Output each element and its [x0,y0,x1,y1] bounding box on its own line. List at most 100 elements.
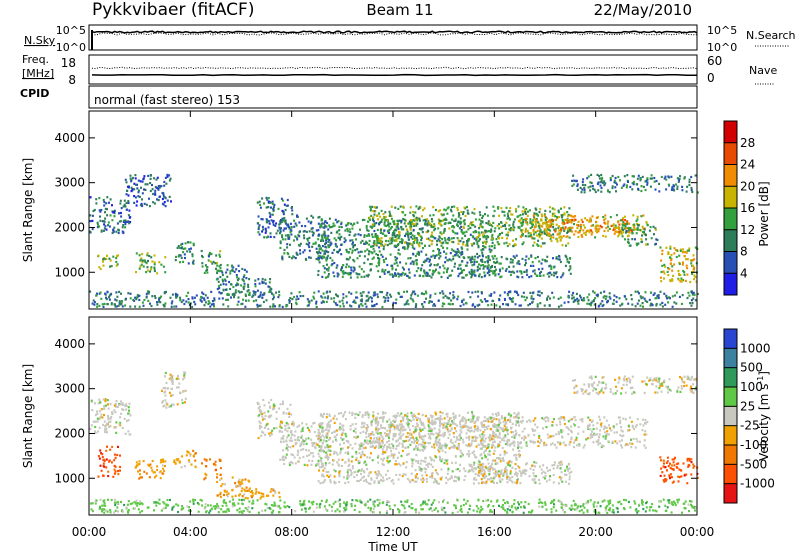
echo-cell [331,463,334,466]
echo-cell [129,297,132,300]
echo-cell [414,293,417,296]
echo-cell [421,231,424,234]
echo-cell [600,186,603,190]
echo-cell [446,268,449,271]
echo-cell [336,272,339,275]
echo-cell [261,418,264,421]
echo-cell [377,270,380,273]
echo-cell [258,414,261,417]
echo-cell [497,411,500,414]
echo-cell [187,459,190,462]
echo-cell [182,299,185,302]
echo-cell [423,207,426,210]
echo-cell [208,253,211,256]
echo-cell [479,213,482,217]
echo-cell [596,182,599,186]
echo-cell [546,298,549,301]
echo-cell [572,300,575,303]
echo-cell [282,400,284,403]
echo-cell [486,267,489,270]
echo-cell [547,228,550,231]
echo-cell [406,299,409,302]
echo-cell [485,222,488,225]
echo-cell [118,220,121,223]
echo-cell [395,223,398,226]
echo-cell [530,295,533,298]
echo-cell [498,237,500,240]
echo-cell [568,269,571,272]
echo-cell [320,223,323,226]
echo-cell [191,297,194,300]
echo-cell [588,230,591,233]
echo-cell [549,264,552,267]
echo-cell [270,488,273,491]
echo-cell [462,225,465,228]
echo-cell [368,216,371,219]
echo-cell [481,255,484,258]
echo-cell [495,257,498,260]
echo-cell [321,481,324,484]
echo-cell [468,238,470,241]
echo-cell [512,220,515,224]
echo-cell [437,448,439,452]
echo-cell [161,401,164,404]
echo-cell [345,263,348,266]
echo-cell [273,407,276,410]
echo-cell [367,433,370,436]
echo-cell [101,455,104,459]
echo-cell [141,476,143,479]
echo-cell [124,226,127,229]
echo-cell [624,238,626,241]
echo-cell [169,376,172,380]
echo-cell [342,424,345,427]
echo-cell [211,300,214,303]
echo-cell [283,217,286,220]
echo-cell [410,219,412,222]
echo-cell [148,205,151,208]
echo-cell [282,434,285,438]
echo-cell [127,412,130,415]
echo-cell [622,220,625,224]
echo-cell [307,244,310,247]
echo-cell [369,296,372,299]
echo-cell [376,293,379,296]
nave-tick-bottom: 0 [707,71,715,85]
echo-cell [295,298,298,301]
echo-cell [532,264,535,267]
echo-cell [351,224,354,227]
echo-cell [692,268,695,271]
echo-cell [288,412,291,415]
echo-cell [320,295,323,298]
echo-cell [396,219,399,222]
echo-cell [315,302,318,305]
echo-cell [229,272,232,275]
echo-cell [397,227,400,230]
echo-cell [408,225,411,229]
echo-cell [341,427,344,430]
echo-cell [426,274,429,277]
echo-cell [601,300,604,303]
echo-cell [573,179,576,182]
echo-cell [577,224,580,227]
echo-cell [599,302,602,305]
echo-cell [477,244,480,247]
echo-cell [105,296,107,299]
echo-cell [454,262,456,265]
echo-cell [103,405,106,408]
echo-cell [626,227,628,230]
echo-cell [125,408,128,411]
echo-cell [521,222,524,225]
echo-cell [263,292,266,295]
echo-cell [383,221,386,224]
echo-cell [359,241,362,244]
echo-cell [655,179,658,183]
echo-cell [244,489,247,493]
echo-cell [361,415,364,418]
echo-cell [152,201,155,204]
echo-cell [97,475,100,478]
echo-cell [298,221,301,224]
echo-cell [336,264,339,267]
echo-cell [246,489,249,492]
echo-cell [305,423,308,426]
echo-cell [147,292,150,295]
